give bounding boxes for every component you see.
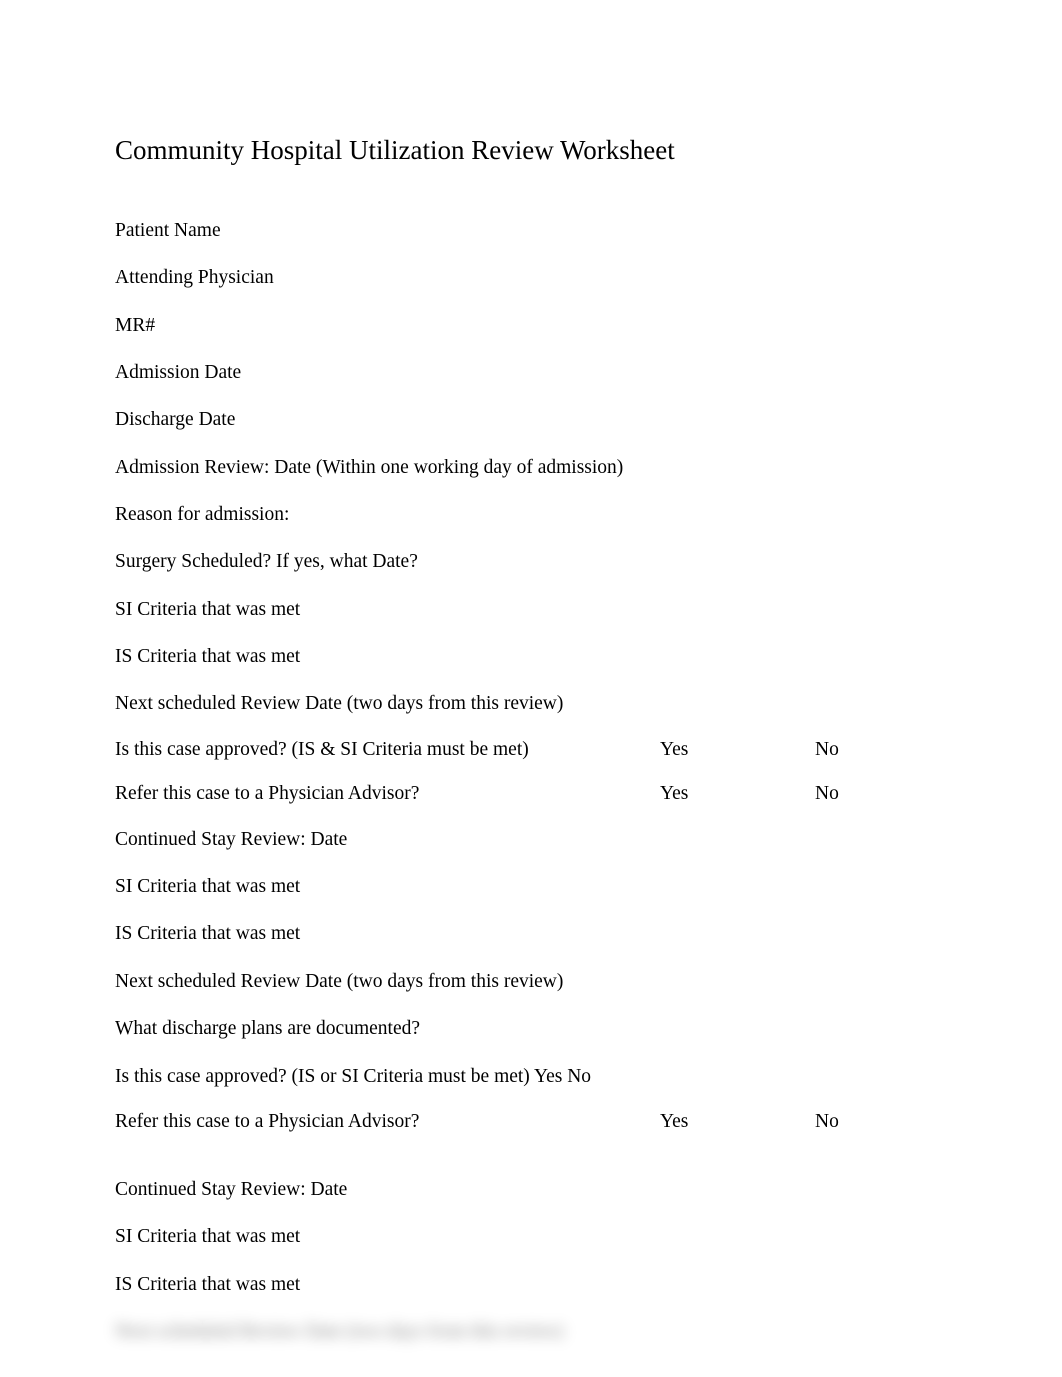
field-is-criteria-1: IS Criteria that was met [115,644,947,669]
worksheet-page: Community Hospital Utilization Review Wo… [0,0,1062,1344]
label-si-criteria-1: SI Criteria that was met [115,597,300,622]
option-yes-1[interactable]: Yes [660,739,815,761]
label-refer-advisor-1: Refer this case to a Physician Advisor? [115,783,660,805]
field-case-approved-2: Is this case approved? (IS or SI Criteri… [115,1064,947,1089]
label-patient-name: Patient Name [115,218,221,243]
label-next-review-1: Next scheduled Review Date (two days fro… [115,691,563,716]
field-case-approved-1: Is this case approved? (IS & SI Criteria… [115,739,947,761]
label-next-review-2: Next scheduled Review Date (two days fro… [115,969,563,994]
field-si-criteria-2: SI Criteria that was met [115,874,947,899]
field-continued-stay-2: Continued Stay Review: Date [115,1177,947,1202]
field-admission-review: Admission Review: Date (Within one worki… [115,455,947,480]
field-is-criteria-2: IS Criteria that was met [115,921,947,946]
label-is-criteria-3: IS Criteria that was met [115,1272,300,1297]
field-next-review-2: Next scheduled Review Date (two days fro… [115,969,947,994]
field-patient-name: Patient Name [115,218,947,243]
label-si-criteria-3: SI Criteria that was met [115,1224,300,1249]
label-si-criteria-2: SI Criteria that was met [115,874,300,899]
field-si-criteria-1: SI Criteria that was met [115,597,947,622]
option-no-1[interactable]: No [815,739,839,761]
field-mr-number: MR# [115,313,947,338]
label-is-criteria-1: IS Criteria that was met [115,644,300,669]
label-admission-date: Admission Date [115,360,241,385]
label-next-review-3: Next scheduled Review Date (two days fro… [115,1319,563,1344]
label-discharge-plans: What discharge plans are documented? [115,1016,420,1041]
label-mr-number: MR# [115,313,155,338]
spacer [115,1155,947,1177]
field-refer-advisor-2: Refer this case to a Physician Advisor? … [115,1111,947,1133]
option-yes-2[interactable]: Yes [660,783,815,805]
field-next-review-1: Next scheduled Review Date (two days fro… [115,691,947,716]
field-admission-date: Admission Date [115,360,947,385]
field-discharge-plans: What discharge plans are documented? [115,1016,947,1041]
option-yes-3[interactable]: Yes [660,1111,815,1133]
field-next-review-3-blurred: Next scheduled Review Date (two days fro… [115,1319,947,1344]
field-refer-advisor-1: Refer this case to a Physician Advisor? … [115,783,947,805]
field-surgery-scheduled: Surgery Scheduled? If yes, what Date? [115,549,947,574]
label-continued-stay-1: Continued Stay Review: Date [115,827,347,852]
label-case-approved-1: Is this case approved? (IS & SI Criteria… [115,739,660,761]
field-is-criteria-3: IS Criteria that was met [115,1272,947,1297]
label-admission-review: Admission Review: Date (Within one worki… [115,455,623,480]
field-si-criteria-3: SI Criteria that was met [115,1224,947,1249]
label-surgery-scheduled: Surgery Scheduled? If yes, what Date? [115,549,418,574]
option-no-3[interactable]: No [815,1111,839,1133]
field-continued-stay-1: Continued Stay Review: Date [115,827,947,852]
field-attending-physician: Attending Physician [115,265,947,290]
label-attending-physician: Attending Physician [115,265,274,290]
label-reason-admission: Reason for admission: [115,502,289,527]
field-reason-admission: Reason for admission: [115,502,947,527]
page-title: Community Hospital Utilization Review Wo… [115,135,947,166]
field-discharge-date: Discharge Date [115,407,947,432]
label-refer-advisor-2: Refer this case to a Physician Advisor? [115,1111,660,1133]
label-continued-stay-2: Continued Stay Review: Date [115,1177,347,1202]
option-no-2[interactable]: No [815,783,839,805]
label-is-criteria-2: IS Criteria that was met [115,921,300,946]
label-discharge-date: Discharge Date [115,407,235,432]
label-case-approved-2: Is this case approved? (IS or SI Criteri… [115,1064,591,1089]
